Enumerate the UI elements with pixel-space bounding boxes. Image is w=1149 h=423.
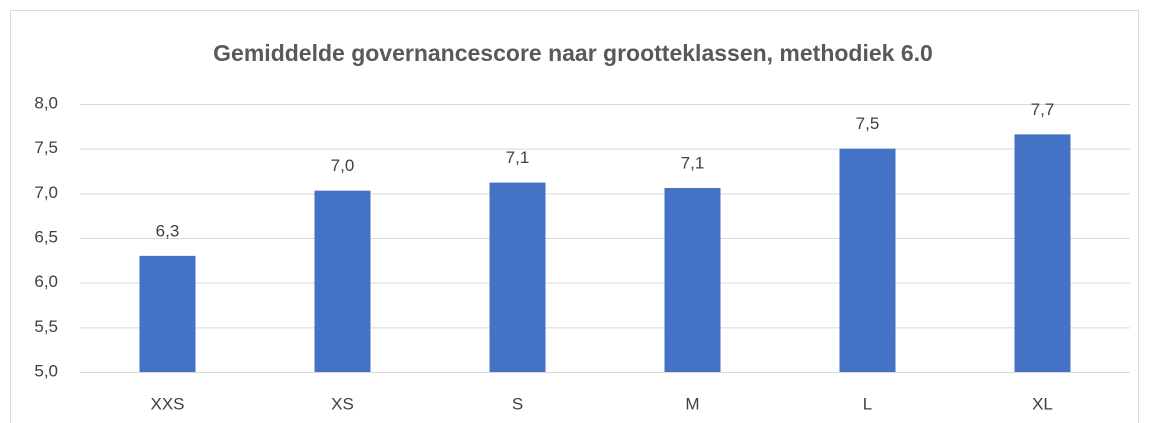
bar [664,187,721,372]
data-label: 6,3 [156,221,180,240]
data-label: 7,5 [856,114,880,133]
data-label: 7,1 [681,153,705,172]
bar [839,148,896,372]
x-tick-label: XS [331,394,354,413]
y-tick-label: 6,5 [34,227,58,246]
chart-title: Gemiddelde governancescore naar groottek… [213,40,933,66]
bar [489,182,546,372]
y-tick-label: 5,0 [34,361,58,380]
y-tick-label: 5,5 [34,317,58,336]
data-label: 7,1 [506,148,530,167]
bar [314,190,371,372]
y-tick-label: 7,0 [34,183,58,202]
x-tick-label: XL [1032,394,1053,413]
data-label: 7,0 [331,156,355,175]
x-tick-label: XXS [150,394,184,413]
y-tick-label: 6,0 [34,272,58,291]
y-tick-label: 8,0 [34,93,58,112]
x-tick-label: S [512,394,523,413]
chart-frame [10,10,1139,423]
x-tick-label: M [685,394,699,413]
y-tick-label: 7,5 [34,138,58,157]
x-tick-label: L [863,394,872,413]
bar [1014,134,1071,372]
data-label: 7,7 [1031,100,1055,119]
bar [139,255,196,372]
